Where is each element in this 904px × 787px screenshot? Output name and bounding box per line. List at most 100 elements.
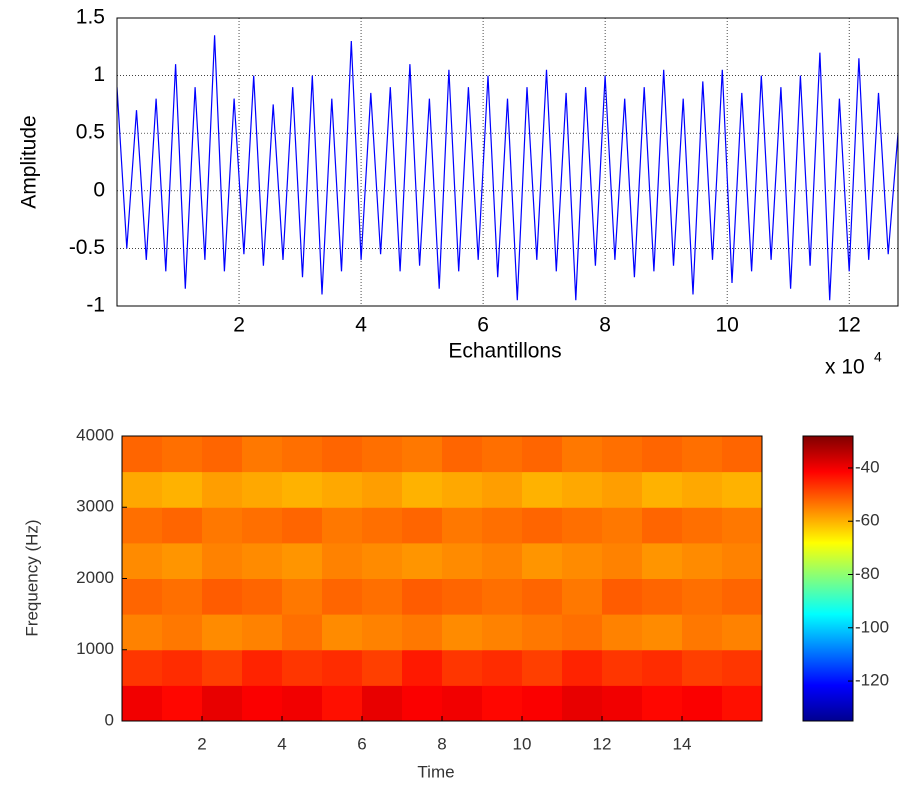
heat-cell xyxy=(122,542,163,579)
heat-cell xyxy=(362,436,403,473)
heat-cell xyxy=(522,436,563,473)
heat-cell xyxy=(202,542,243,579)
heat-cell xyxy=(242,578,283,615)
heat-cell xyxy=(482,436,523,473)
heat-cell xyxy=(282,578,323,615)
heat-cell xyxy=(562,507,603,544)
heat-cell xyxy=(402,614,443,651)
heat-cell xyxy=(642,649,683,686)
heat-cell xyxy=(282,436,323,473)
heat-cell xyxy=(122,578,163,615)
heat-cell xyxy=(122,685,163,722)
heat-cell xyxy=(602,436,643,473)
heat-cell xyxy=(402,436,443,473)
heat-cell xyxy=(602,542,643,579)
heat-cell xyxy=(482,578,523,615)
heat-cell xyxy=(682,649,723,686)
heat-cell xyxy=(722,542,763,579)
heat-cell xyxy=(562,471,603,508)
heat-cell xyxy=(722,578,763,615)
heat-cell xyxy=(202,614,243,651)
heat-cell xyxy=(442,685,483,722)
heat-cell xyxy=(242,542,283,579)
heat-cell xyxy=(722,436,763,473)
heat-cell xyxy=(402,685,443,722)
heat-cell xyxy=(362,507,403,544)
heat-cell xyxy=(282,649,323,686)
heat-cell xyxy=(482,542,523,579)
heat-cell xyxy=(642,685,683,722)
heat-cell xyxy=(322,436,363,473)
x-tick-label: 2 xyxy=(197,734,206,753)
heat-cell xyxy=(362,542,403,579)
heat-cell xyxy=(562,614,603,651)
heat-cell xyxy=(242,649,283,686)
heat-cell xyxy=(162,578,203,615)
heat-cell xyxy=(482,614,523,651)
colorbar-tick-label: -80 xyxy=(855,564,880,583)
heat-cell xyxy=(602,507,643,544)
colorbar-tick-label: -100 xyxy=(855,617,889,636)
heat-cell xyxy=(162,542,203,579)
heat-cell xyxy=(642,578,683,615)
heat-cell xyxy=(162,436,203,473)
heat-cell xyxy=(282,471,323,508)
heat-cell xyxy=(442,507,483,544)
colorbar xyxy=(802,435,854,722)
heat-cell xyxy=(682,542,723,579)
heat-cell xyxy=(482,507,523,544)
heat-cell xyxy=(322,507,363,544)
heat-cell xyxy=(642,507,683,544)
heat-cell xyxy=(122,507,163,544)
x-tick-label: 4 xyxy=(355,314,367,337)
heat-cell xyxy=(442,649,483,686)
heat-cell xyxy=(442,578,483,615)
y-axis-label: Amplitude xyxy=(18,115,41,208)
y-tick-label: 1 xyxy=(93,63,105,86)
plot-frame xyxy=(116,17,899,307)
heat-cell xyxy=(242,614,283,651)
heat-cell xyxy=(202,471,243,508)
heat-cell xyxy=(722,685,763,722)
heat-cell xyxy=(202,436,243,473)
x-tick-label: 14 xyxy=(673,734,692,753)
heat-cell xyxy=(682,471,723,508)
heat-cell xyxy=(322,685,363,722)
heat-cell xyxy=(602,649,643,686)
heat-cell xyxy=(522,649,563,686)
x-tick-label: 12 xyxy=(593,734,612,753)
heat-cell xyxy=(322,542,363,579)
heat-cell xyxy=(482,685,523,722)
y-tick-label: -1 xyxy=(86,294,105,317)
y-tick-label: 2000 xyxy=(76,568,114,587)
heat-cell xyxy=(562,542,603,579)
heat-cell xyxy=(402,507,443,544)
y-axis-label: Frequency (Hz) xyxy=(22,519,41,636)
heat-cell xyxy=(322,471,363,508)
heat-cell xyxy=(122,649,163,686)
x-tick-label: 6 xyxy=(357,734,366,753)
heat-cell xyxy=(722,507,763,544)
heat-cell xyxy=(362,649,403,686)
heat-cell xyxy=(402,542,443,579)
heat-cell xyxy=(162,614,203,651)
heat-cell xyxy=(362,578,403,615)
y-tick-label: 0 xyxy=(105,710,114,729)
y-tick-label: 1000 xyxy=(76,639,114,658)
heat-cell xyxy=(162,685,203,722)
heat-cell xyxy=(202,507,243,544)
heat-cell xyxy=(242,436,283,473)
heat-cell xyxy=(562,578,603,615)
heat-cell xyxy=(362,685,403,722)
heat-cell xyxy=(282,542,323,579)
x-tick-label: 6 xyxy=(477,314,489,337)
heat-cell xyxy=(722,471,763,508)
y-tick-label: 3000 xyxy=(76,497,114,516)
x-tick-label: 10 xyxy=(513,734,532,753)
heat-cell xyxy=(402,471,443,508)
heat-cell xyxy=(242,471,283,508)
x-tick-label: 10 xyxy=(715,314,738,337)
x-tick-label: 8 xyxy=(437,734,446,753)
plot-frame xyxy=(121,435,763,722)
